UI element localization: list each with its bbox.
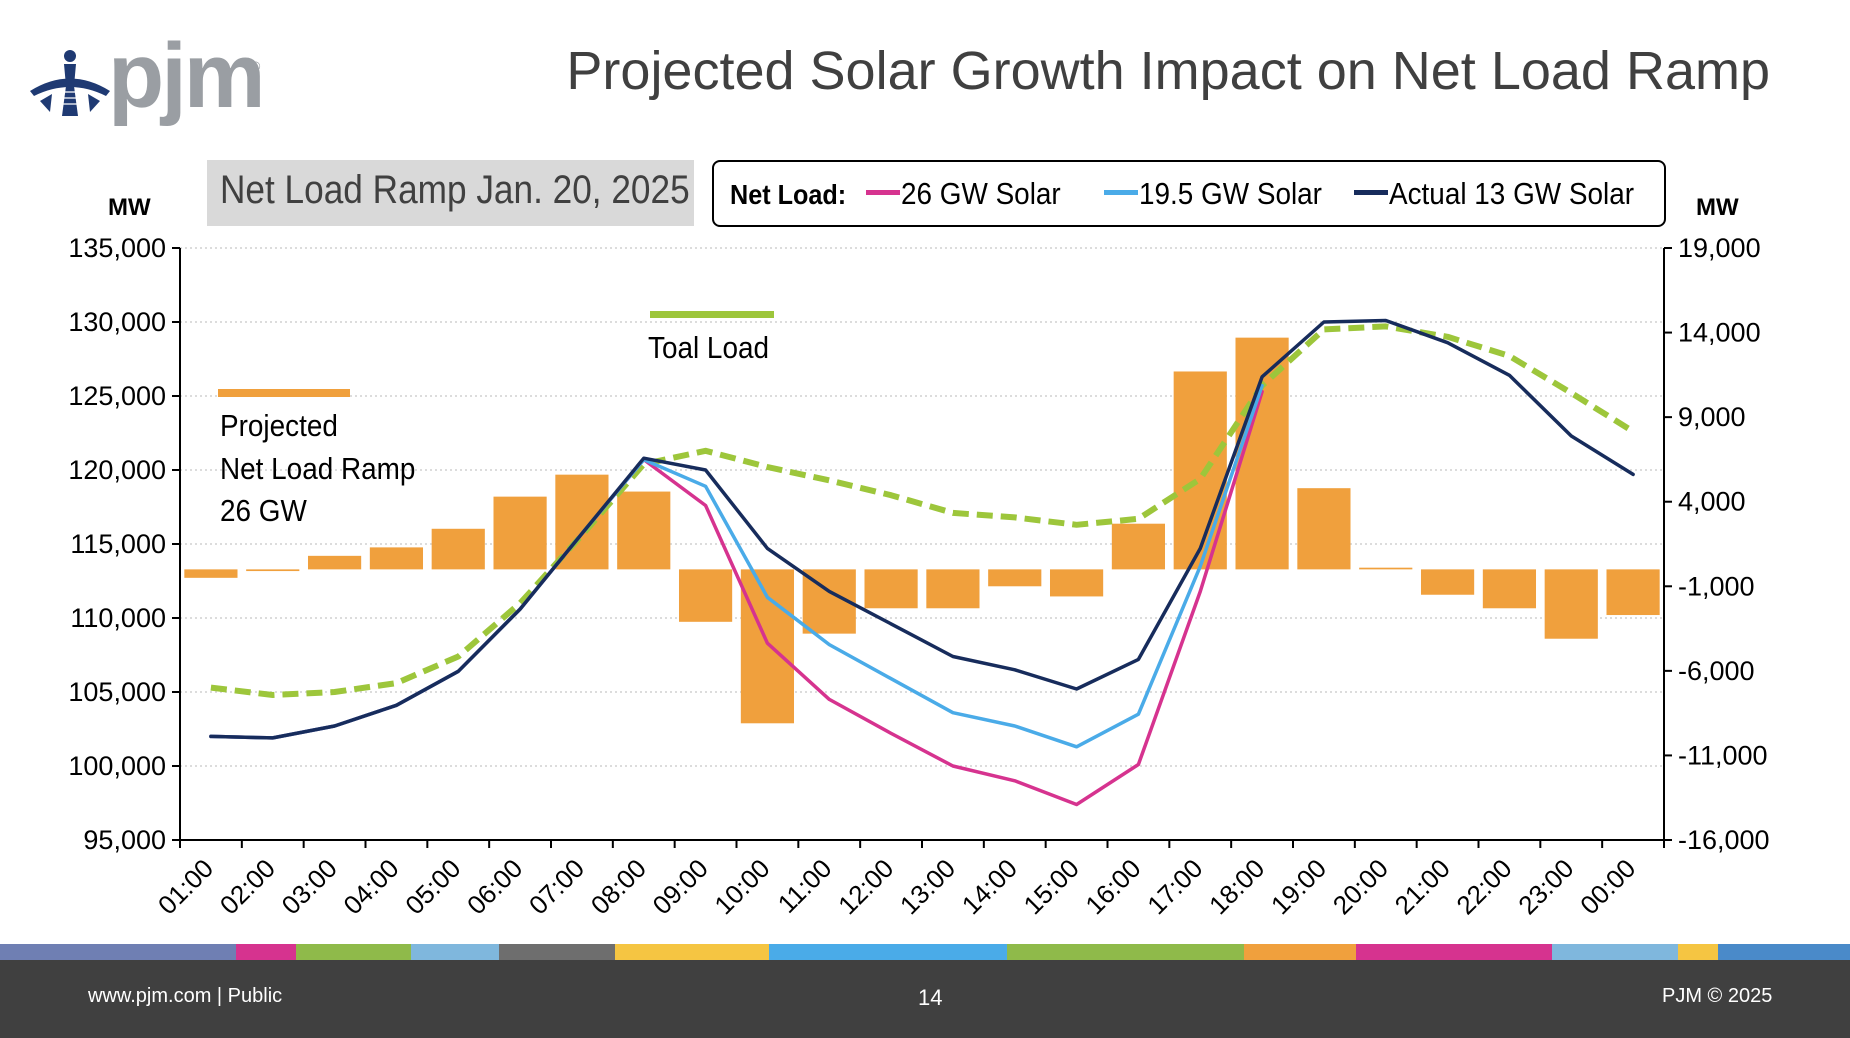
x-tick-label: 09:00 <box>647 853 714 920</box>
x-tick-label: 18:00 <box>1203 853 1270 920</box>
pjm-logo-icon <box>30 50 110 116</box>
left-tick-label: 105,000 <box>68 677 166 707</box>
x-tick-label: 06:00 <box>461 853 528 920</box>
legend-prefix: Net Load: <box>730 179 847 210</box>
left-tick-label: 125,000 <box>68 381 166 411</box>
bar-03:00 <box>307 555 362 570</box>
left-tick-label: 95,000 <box>83 825 166 855</box>
total-load-marker <box>650 311 774 318</box>
ramp-annotation-line1: Projected <box>220 408 338 443</box>
bar-08:00 <box>617 491 671 570</box>
bar-00:00 <box>1606 569 1660 616</box>
series-line-total-load <box>210 323 1635 698</box>
right-tick-label: 19,000 <box>1678 233 1761 263</box>
bar-04:00 <box>369 547 424 570</box>
x-tick-label: 22:00 <box>1450 853 1517 920</box>
left-tick-label: 120,000 <box>68 455 166 485</box>
subtitle-box <box>207 160 694 226</box>
x-tick-label: 10:00 <box>708 853 775 920</box>
x-tick-label: 08:00 <box>585 853 652 920</box>
right-tick-label: -16,000 <box>1678 825 1770 855</box>
x-tick-label: 07:00 <box>523 853 590 920</box>
logo-text: pjm <box>108 25 266 127</box>
bar-01:00 <box>184 569 238 578</box>
right-axis-unit: MW <box>1696 194 1739 221</box>
total-load-annotation: Toal Load <box>648 330 770 365</box>
x-tick-label: 17:00 <box>1141 853 1208 920</box>
x-tick-label: 04:00 <box>337 853 404 920</box>
right-tick-label: -6,000 <box>1678 656 1755 686</box>
logo-registered-mark: ® <box>250 58 261 74</box>
bar-10:00 <box>740 569 795 724</box>
footer-copyright: PJM © 2025 <box>1662 985 1773 1007</box>
legend-swatch-actual <box>1354 190 1388 195</box>
x-tick-label: 03:00 <box>276 853 343 920</box>
series-line-actual-13-gw-solar <box>209 318 1635 740</box>
right-tick-label: 4,000 <box>1678 487 1746 517</box>
bar-15:00 <box>1049 569 1104 597</box>
x-tick-label: 15:00 <box>1018 853 1085 920</box>
chart-subtitle: Net Load Ramp Jan. 20, 2025 <box>220 168 690 212</box>
left-axis-unit: MW <box>108 194 151 221</box>
footer-color-band <box>0 944 1850 960</box>
bar-17:00 <box>1173 371 1227 570</box>
legend-swatch-19gw <box>1104 190 1138 195</box>
bar-09:00 <box>678 569 733 622</box>
x-tick-label: 13:00 <box>894 853 961 920</box>
x-tick-label: 12:00 <box>832 853 899 920</box>
footer-website: www.pjm.com | Public <box>88 985 283 1007</box>
right-tick-label: 9,000 <box>1678 402 1746 432</box>
bar-23:00 <box>1544 569 1598 639</box>
bar-21:00 <box>1420 569 1475 595</box>
legend-label-26gw: 26 GW Solar <box>901 176 1061 211</box>
left-tick-label: 110,000 <box>70 603 166 633</box>
x-tick-label: 01:00 <box>152 853 219 920</box>
net-load-chart: 95,000 100,000 105,000 110,000 115,000 120,00… <box>68 233 1770 920</box>
bar-14:00 <box>988 569 1042 587</box>
page-number: 14 <box>918 985 943 1010</box>
bar-12:00 <box>864 569 918 609</box>
bar-06:00 <box>493 496 547 570</box>
x-tick-label: 16:00 <box>1079 853 1146 920</box>
x-tick-label: 11:00 <box>772 853 838 919</box>
bar-22:00 <box>1482 569 1537 609</box>
left-tick-label: 115,000 <box>70 529 166 559</box>
ramp-annotation-line2: Net Load Ramp <box>220 451 416 486</box>
x-tick-label: 00:00 <box>1574 853 1641 920</box>
ramp-marker <box>218 389 350 397</box>
right-tick-label: -11,000 <box>1678 740 1768 770</box>
bar-02:00 <box>246 569 300 572</box>
right-tick-label: -1,000 <box>1678 571 1755 601</box>
bar-05:00 <box>431 528 485 570</box>
x-tick-label: 21:00 <box>1389 853 1456 920</box>
bar-20:00 <box>1359 567 1413 570</box>
legend-label-19gw: 19.5 GW Solar <box>1139 176 1322 211</box>
bar-19:00 <box>1297 488 1351 570</box>
x-tick-label: 19:00 <box>1265 853 1332 920</box>
left-tick-label: 100,000 <box>68 751 166 781</box>
bar-16:00 <box>1111 523 1166 570</box>
x-tick-label: 20:00 <box>1327 853 1394 920</box>
left-tick-label: 130,000 <box>68 307 166 337</box>
legend-swatch-26gw <box>866 190 900 195</box>
x-tick-label: 02:00 <box>214 853 281 920</box>
right-tick-label: 14,000 <box>1678 318 1761 348</box>
x-tick-label: 23:00 <box>1512 853 1579 920</box>
page-title: Projected Solar Growth Impact on Net Loa… <box>566 41 1770 101</box>
left-tick-label: 135,000 <box>68 233 166 263</box>
bar-13:00 <box>926 569 980 609</box>
ramp-annotation-line3: 26 GW <box>220 493 307 528</box>
footer-bar <box>0 960 1850 1038</box>
x-tick-label: 05:00 <box>399 853 466 920</box>
legend-label-actual: Actual 13 GW Solar <box>1389 176 1634 211</box>
x-tick-label: 14:00 <box>956 853 1023 920</box>
